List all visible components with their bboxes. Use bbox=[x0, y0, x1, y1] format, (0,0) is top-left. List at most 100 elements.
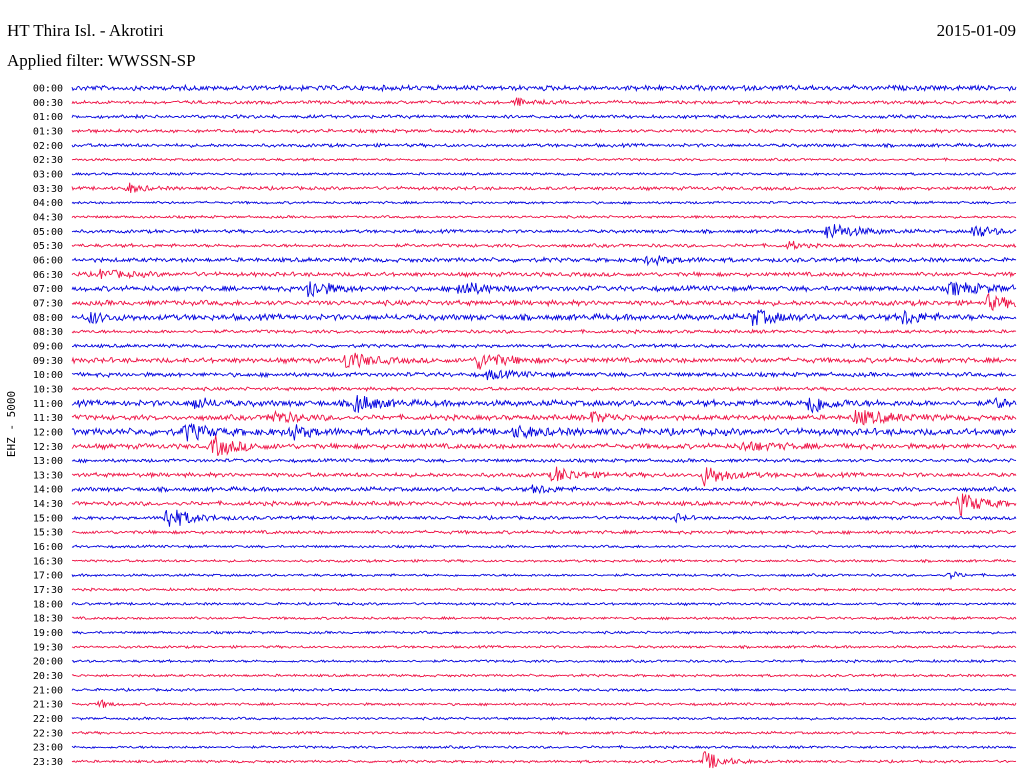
time-label: 12:30 bbox=[33, 442, 63, 453]
trace-line bbox=[71, 422, 1017, 442]
time-label: 20:00 bbox=[33, 657, 63, 668]
time-label: 18:30 bbox=[33, 614, 63, 625]
time-label: 12:00 bbox=[33, 427, 63, 438]
trace-line bbox=[71, 292, 1017, 312]
time-label: 03:30 bbox=[33, 184, 63, 195]
trace-line bbox=[71, 97, 1017, 107]
trace-line bbox=[71, 644, 1017, 650]
time-label: 21:00 bbox=[33, 685, 63, 696]
time-label: 03:00 bbox=[33, 169, 63, 180]
trace-line bbox=[71, 255, 1017, 267]
time-label: 19:00 bbox=[33, 628, 63, 639]
trace-line bbox=[71, 352, 1017, 370]
trace-line bbox=[71, 281, 1017, 298]
time-label: 07:30 bbox=[33, 298, 63, 309]
time-label: 05:00 bbox=[33, 227, 63, 238]
time-label: 10:00 bbox=[33, 370, 63, 381]
time-label: 09:30 bbox=[33, 356, 63, 367]
time-label: 15:30 bbox=[33, 528, 63, 539]
trace-line bbox=[71, 544, 1017, 549]
trace-line bbox=[71, 558, 1017, 564]
trace-line bbox=[71, 385, 1017, 393]
trace-line bbox=[71, 587, 1016, 592]
time-label: 00:00 bbox=[33, 84, 63, 95]
trace-line bbox=[71, 127, 1017, 134]
time-label: 00:30 bbox=[33, 98, 63, 109]
time-label: 01:30 bbox=[33, 126, 63, 137]
time-label: 04:00 bbox=[33, 198, 63, 209]
time-label: 04:30 bbox=[33, 212, 63, 223]
trace-line bbox=[71, 113, 1017, 120]
trace-line bbox=[71, 716, 1017, 721]
trace-line bbox=[71, 630, 1017, 635]
filter-label: Applied filter: WWSSN-SP bbox=[7, 51, 196, 70]
time-label: 14:00 bbox=[33, 485, 63, 496]
trace-line bbox=[71, 182, 1016, 194]
time-label: 11:00 bbox=[33, 399, 63, 410]
time-label: 20:30 bbox=[33, 671, 63, 682]
time-label: 06:30 bbox=[33, 270, 63, 281]
trace-line bbox=[71, 157, 1017, 162]
trace-line bbox=[71, 466, 1017, 487]
trace-line bbox=[71, 214, 1017, 220]
time-label: 23:00 bbox=[33, 743, 63, 754]
trace-line bbox=[71, 529, 1017, 536]
trace-line bbox=[71, 509, 1017, 527]
time-label: 08:00 bbox=[33, 313, 63, 324]
time-label: 09:00 bbox=[33, 341, 63, 352]
time-label: 11:30 bbox=[33, 413, 63, 424]
time-label: 07:00 bbox=[33, 284, 63, 295]
time-label: 17:30 bbox=[33, 585, 63, 596]
trace-line bbox=[71, 142, 1017, 149]
time-label: 23:30 bbox=[33, 757, 63, 768]
time-label: 21:30 bbox=[33, 700, 63, 711]
time-label: 18:00 bbox=[33, 599, 63, 610]
trace-line bbox=[71, 493, 1017, 517]
date-label: 2015-01-09 bbox=[937, 21, 1016, 40]
trace-line bbox=[71, 751, 1017, 769]
trace-rows: 00:00 00:30 01:00 01:30 02:00 02:30 03:00 03:30… bbox=[33, 83, 1017, 769]
trace-line bbox=[71, 687, 1017, 693]
trace-line bbox=[71, 409, 1017, 426]
trace-line bbox=[71, 484, 1017, 495]
trace-line bbox=[71, 240, 1017, 251]
time-label: 22:00 bbox=[33, 714, 63, 725]
time-label: 16:00 bbox=[33, 542, 63, 553]
time-label: 15:00 bbox=[33, 513, 63, 524]
time-label: 16:30 bbox=[33, 556, 63, 567]
time-label: 17:00 bbox=[33, 571, 63, 582]
trace-line bbox=[71, 730, 1017, 736]
trace-line bbox=[71, 368, 1017, 381]
trace-line bbox=[71, 171, 1017, 177]
trace-line bbox=[71, 658, 1017, 664]
time-label: 14:30 bbox=[33, 499, 63, 510]
time-label: 13:30 bbox=[33, 470, 63, 481]
trace-line bbox=[71, 342, 1017, 349]
trace-line bbox=[71, 83, 1017, 93]
trace-line bbox=[71, 308, 1017, 327]
trace-line bbox=[71, 601, 1017, 607]
time-label: 19:30 bbox=[33, 642, 63, 653]
trace-line bbox=[71, 673, 1017, 678]
time-label: 08:30 bbox=[33, 327, 63, 338]
trace-line bbox=[71, 200, 1017, 205]
trace-line bbox=[71, 457, 1017, 464]
time-label: 02:30 bbox=[33, 155, 63, 166]
trace-line bbox=[71, 223, 1017, 239]
time-label: 05:30 bbox=[33, 241, 63, 252]
time-label: 02:00 bbox=[33, 141, 63, 152]
trace-line bbox=[71, 699, 1017, 709]
trace-line bbox=[71, 744, 1017, 750]
station-title: HT Thira Isl. - Akrotiri bbox=[7, 21, 164, 40]
trace-line bbox=[71, 571, 1017, 581]
channel-axis-label: EHZ - 5000 bbox=[5, 391, 18, 457]
time-label: 06:00 bbox=[33, 255, 63, 266]
time-label: 13:00 bbox=[33, 456, 63, 467]
trace-line bbox=[71, 615, 1017, 621]
trace-line bbox=[71, 435, 1017, 457]
time-label: 01:00 bbox=[33, 112, 63, 123]
time-label: 10:30 bbox=[33, 384, 63, 395]
trace-line bbox=[71, 395, 1017, 414]
trace-line bbox=[71, 268, 1017, 280]
